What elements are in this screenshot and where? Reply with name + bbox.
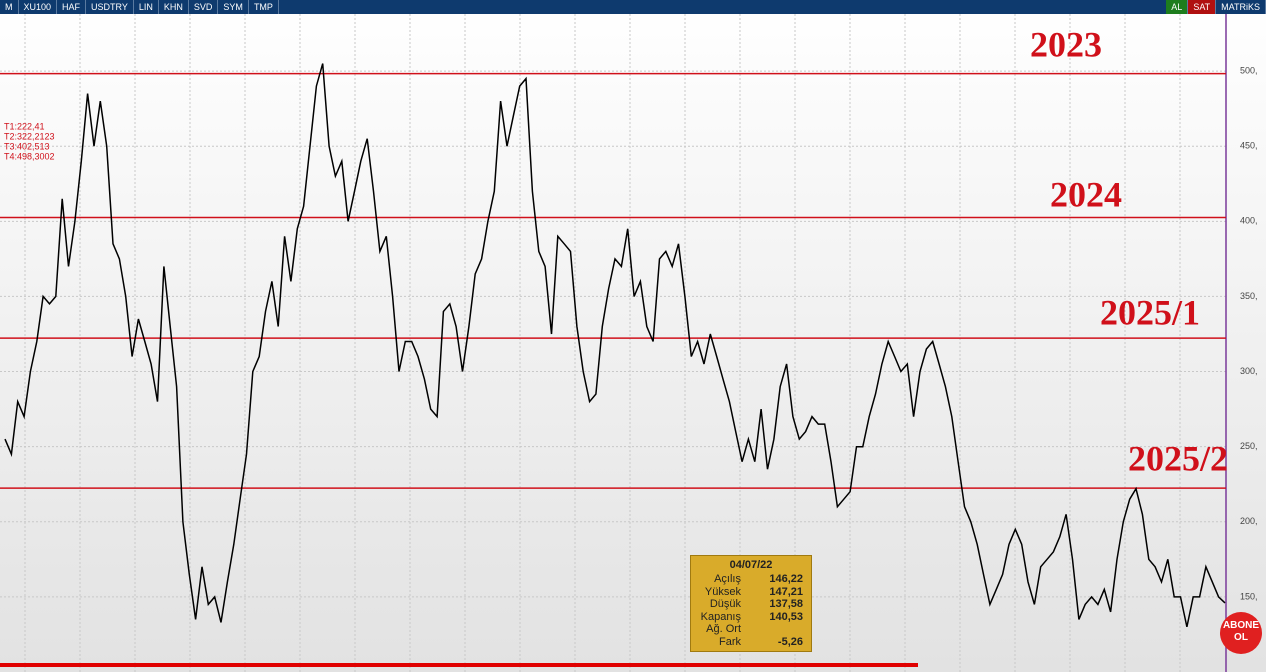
level-name: 2025/2	[1128, 438, 1228, 478]
y-tick-label: 350,	[1240, 291, 1258, 301]
y-tick-label: 450,	[1240, 141, 1258, 151]
info-value	[741, 623, 803, 636]
info-row: Fark -5,26	[691, 636, 811, 649]
info-row: Ağ. Ort	[691, 623, 811, 636]
button[interactable]: LIN	[134, 0, 159, 14]
info-label: Açılış	[714, 573, 741, 585]
y-tick-label: 150,	[1240, 591, 1258, 601]
symbol[interactable]: XU100	[19, 0, 58, 14]
info-value: -5,26	[777, 635, 803, 648]
button[interactable]: KHN	[159, 0, 189, 14]
level-label: T4:498,3002	[4, 151, 55, 161]
info-row: Kapanış 140,53	[691, 611, 811, 624]
info-label: Düşük	[709, 598, 741, 610]
level-name: 2025/1	[1100, 292, 1200, 332]
level-label: T2:322,2123	[4, 131, 55, 141]
info-row: Yüksek 147,21	[691, 586, 811, 599]
logo[interactable]: M	[0, 0, 19, 14]
y-tick-label: 500,	[1240, 65, 1258, 75]
level-name: 2024	[1050, 174, 1122, 214]
progress-bar	[0, 663, 918, 667]
button[interactable]: HAF	[57, 0, 87, 14]
info-box: 04/07/22 Açılış 146,22 Yüksek 147,21 Düşük 13…	[690, 555, 812, 652]
info-label: Kapanış	[700, 610, 741, 623]
info-value: 146,22	[769, 573, 803, 585]
level-label: T1:222,41	[4, 121, 45, 131]
button[interactable]: TMP	[249, 0, 279, 14]
y-tick-label: 300,	[1240, 366, 1258, 376]
info-row: Açılış 146,22	[691, 573, 811, 586]
button[interactable]: USDTRY	[86, 0, 134, 14]
y-tick-label: 400,	[1240, 216, 1258, 226]
info-value: 140,53	[769, 610, 803, 623]
sell-button[interactable]: SAT	[1188, 0, 1217, 14]
info-label: Fark	[719, 635, 741, 648]
info-value: 137,58	[769, 598, 803, 610]
info-value: 147,21	[769, 585, 803, 598]
info-row: Düşük 137,58	[691, 598, 811, 611]
level-name: 2023	[1030, 24, 1102, 64]
info-date: 04/07/22	[729, 559, 773, 571]
info-label: Yüksek	[704, 585, 741, 598]
button[interactable]: SVD	[189, 0, 219, 14]
brand: MATRiKS	[1216, 0, 1266, 14]
info-label: Ağ. Ort	[706, 623, 741, 635]
buy-button[interactable]: AL	[1166, 0, 1189, 14]
level-label: T3:402,513	[4, 141, 50, 151]
subscribe-badge[interactable]: ABONE OL	[1220, 612, 1262, 654]
y-tick-label: 250,	[1240, 441, 1258, 451]
toolbar: M XU100 HAF USDTRY LIN KHN SVD SYM TMP A…	[0, 0, 1266, 14]
y-tick-label: 200,	[1240, 516, 1258, 526]
button[interactable]: SYM	[218, 0, 249, 14]
price-line	[4, 63, 1226, 628]
